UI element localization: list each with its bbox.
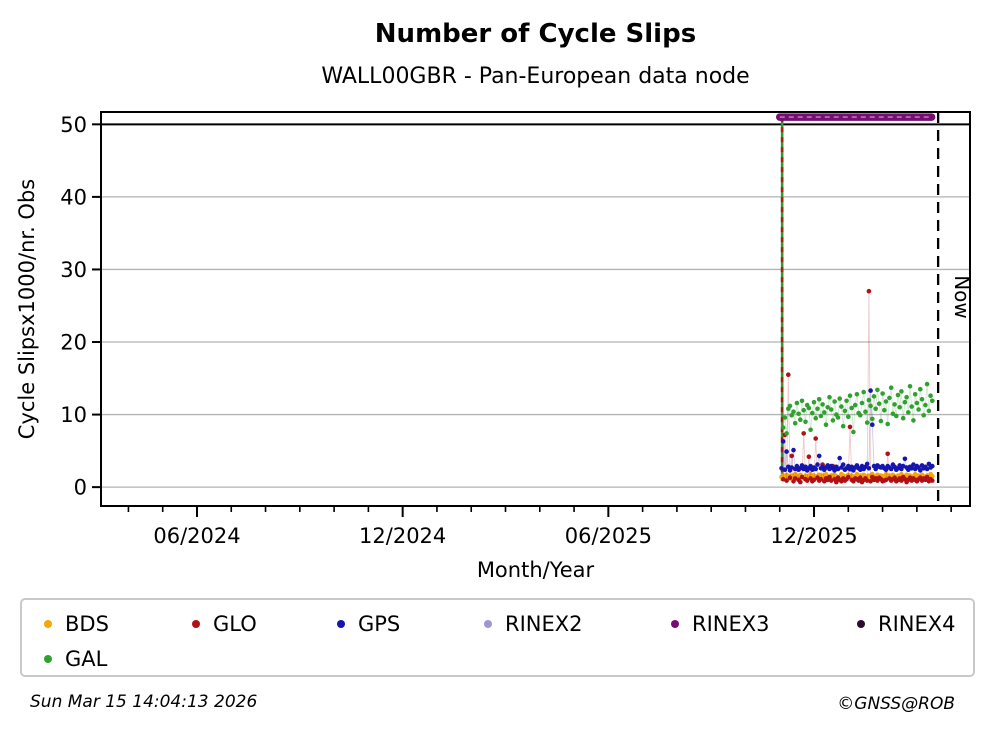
copyright-credit: ©GNSS@ROB [837,694,955,714]
series-GLO [779,114,935,485]
y-tick-label: 50 [60,113,87,137]
gal-marker-icon [44,654,52,663]
y-tick-label: 30 [60,258,87,282]
legend-label: RINEX4 [878,611,956,636]
series-GAL [779,114,935,436]
legend-label: RINEX3 [692,611,770,636]
legend-item-GLO: GLO [192,606,337,641]
rinex4-marker-icon [857,619,865,628]
y-gridlines [101,123,970,488]
y-tick-label: 40 [60,185,87,209]
cycle-slips-chart: Number of Cycle Slips WALL00GBR - Pan-Eur… [15,19,974,582]
bds-marker-icon [44,619,52,628]
legend-grid: BDS GLO GPS RINEX2 RINEX3 RINEX4 GAL [44,606,973,676]
y-tick-label: 20 [60,331,87,355]
plot-timestamp: Sun Mar 15 14:04:13 2026 [30,692,258,712]
x-tick-label: 06/2025 [565,524,652,548]
x-tick-label: 12/2024 [359,524,446,548]
x-tick-label: 12/2025 [770,524,857,548]
legend-label: GPS [358,611,401,636]
legend-item-RINEX2: RINEX2 [484,606,671,641]
series-GPS [779,388,935,473]
plot-frame [100,111,971,507]
x-axis-major-ticks: 06/2024 12/2024 06/2025 12/2025 [153,506,858,548]
chart-legend: BDS GLO GPS RINEX2 RINEX3 RINEX4 GAL [20,598,975,677]
legend-label: RINEX2 [505,611,583,636]
chart-title: Number of Cycle Slips [375,19,696,49]
glo-marker-icon [192,619,200,628]
legend-item-BDS: BDS [44,606,192,641]
legend-item-RINEX3: RINEX3 [671,606,857,641]
y-tick-label: 0 [74,476,87,500]
y-axis-ticks: 0 10 20 30 40 50 [60,113,101,500]
rinex2-marker-icon [484,619,492,628]
gps-marker-icon [337,619,345,628]
legend-item-RINEX4: RINEX4 [857,606,973,641]
y-tick-label: 10 [60,403,87,427]
x-tick-label: 06/2024 [153,524,240,548]
y-axis-label: Cycle Slipsx1000/nr. Obs [15,179,39,439]
legend-label: GAL [65,646,108,671]
x-axis-minor-ticks [127,506,952,512]
legend-item-GAL: GAL [44,641,192,676]
chart-subtitle: WALL00GBR - Pan-European data node [321,64,749,89]
rinex3-marker-icon [671,619,679,628]
legend-item-GPS: GPS [337,606,484,641]
legend-label: BDS [65,611,109,636]
legend-label: GLO [213,611,257,636]
x-axis-label: Month/Year [477,558,595,582]
